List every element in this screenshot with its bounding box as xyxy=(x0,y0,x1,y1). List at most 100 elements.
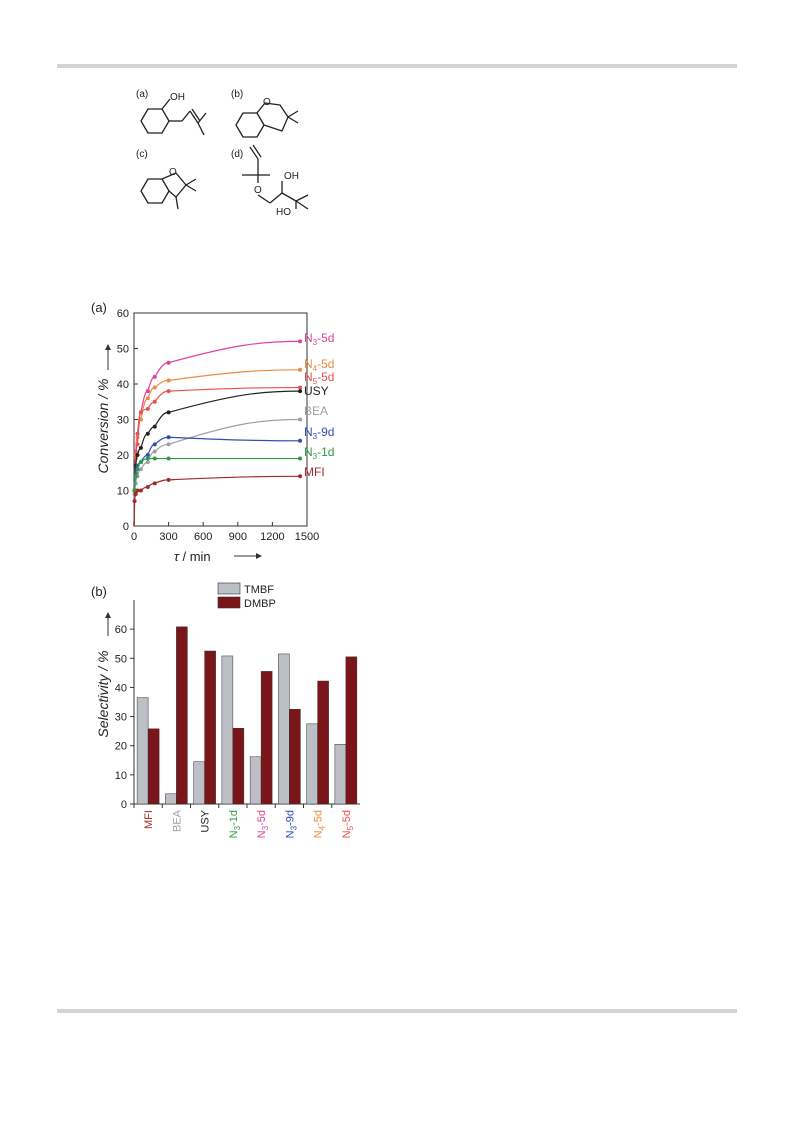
category-label-main: N xyxy=(256,830,268,838)
y-tick-label-a: 0 xyxy=(123,521,129,533)
top-rule xyxy=(57,64,737,68)
bar-dmbp xyxy=(260,671,273,805)
legend-label-tmbf: TMBF xyxy=(244,584,274,596)
x-tick-label-a: 1500 xyxy=(295,531,319,543)
category-label: N4-5d xyxy=(313,810,327,838)
series-point-4 xyxy=(166,442,171,447)
y-axis-arrowhead-a xyxy=(105,344,111,350)
category-label-sub: 5 xyxy=(346,825,355,830)
category-label-main: BEA xyxy=(171,809,183,832)
category-label: N3-1d xyxy=(228,810,242,838)
series-point-5 xyxy=(145,453,150,457)
category-label: USY xyxy=(200,809,212,832)
series-point-2 xyxy=(166,389,171,394)
series-curve-4 xyxy=(133,418,301,527)
bar-dmbp xyxy=(176,626,188,805)
structure-c-label: (c) xyxy=(136,149,148,160)
series-label-main: N xyxy=(304,425,313,439)
y-tick-label-b: 10 xyxy=(115,770,127,782)
bar-dmbp xyxy=(289,709,301,805)
series-label-1: N4-5d xyxy=(304,357,334,373)
structure-c-oxygen: O xyxy=(169,167,177,178)
series-point-3 xyxy=(298,389,303,394)
y-tick-label-a: 60 xyxy=(117,308,129,320)
y-tick-label-b: 40 xyxy=(115,682,127,694)
series-point-6 xyxy=(145,456,150,461)
bar-dmbp xyxy=(204,650,216,805)
series-label-sub: 3 xyxy=(313,452,318,461)
category-label-tail: -1d xyxy=(228,810,240,826)
x-axis-symbol-a: τ xyxy=(174,549,180,564)
series-point-4 xyxy=(152,449,157,454)
series-label-7: MFI xyxy=(304,465,325,479)
series-point-6 xyxy=(135,467,140,472)
x-axis-arrowhead-a xyxy=(256,553,262,559)
y-tick-label-b: 0 xyxy=(121,799,127,811)
series-label-tail: -5d xyxy=(317,370,334,384)
structure-c-ring xyxy=(140,178,170,204)
category-label-sub: 3 xyxy=(261,825,270,830)
series-label-3: USY xyxy=(304,384,329,398)
series-point-1 xyxy=(145,396,150,401)
series-point-2 xyxy=(145,406,150,411)
series-point-5 xyxy=(298,438,303,443)
series-label-6: N3-1d xyxy=(304,445,334,461)
series-point-4 xyxy=(298,417,303,422)
series-point-7 xyxy=(138,488,143,493)
structure-a-ring xyxy=(140,108,170,134)
y-tick-label-a: 20 xyxy=(117,450,129,462)
series-point-5 xyxy=(166,435,171,440)
series-point-2 xyxy=(298,385,303,390)
category-label-main: N xyxy=(228,830,240,838)
series-label-tail: -5d xyxy=(317,331,334,345)
structure-d-oh: OH xyxy=(284,171,299,182)
category-label: BEA xyxy=(171,809,183,832)
series-label-main: N xyxy=(304,370,313,384)
series-point-0 xyxy=(152,374,157,379)
structure-d-label: (d) xyxy=(231,149,243,160)
bottom-rule xyxy=(57,1009,737,1013)
series-point-3 xyxy=(138,445,143,450)
category-label-tail: -5d xyxy=(313,810,325,826)
series-label-main: MFI xyxy=(304,465,325,479)
series-point-1 xyxy=(166,378,171,383)
structure-a-oh: OH xyxy=(170,92,185,103)
series-point-6 xyxy=(166,456,171,461)
conversion-chart: (a) 0 300 600 900 1200 1500 0 10 20 30 40 50 60 τ / mi… xyxy=(91,300,334,564)
selectivity-chart: (b) TMBF DMBP 0 10 20 30 40 50 60 Selectivity / % M… xyxy=(91,582,360,838)
series-point-7 xyxy=(152,481,157,486)
series-point-3 xyxy=(152,424,157,429)
series-point-4 xyxy=(145,460,150,465)
series-point-6 xyxy=(138,460,143,465)
series-point-7 xyxy=(133,492,138,497)
category-label: N3-5d xyxy=(256,810,270,838)
legend-swatch-tmbf xyxy=(217,582,241,595)
category-label-main: MFI xyxy=(143,810,155,829)
y-axis-arrowhead-b xyxy=(105,612,111,618)
structure-d-oxygen: O xyxy=(254,185,262,196)
category-label-tail: -9d xyxy=(284,810,296,826)
bar-tmbf xyxy=(334,744,347,805)
series-label-tail: -5d xyxy=(317,357,334,371)
bar-dmbp xyxy=(317,680,329,805)
bar-tmbf xyxy=(221,655,234,805)
category-label-sub: 4 xyxy=(318,825,327,830)
y-tick-label-a: 10 xyxy=(117,486,129,498)
category-label-main: N xyxy=(341,830,353,838)
series-label-tail: -9d xyxy=(317,425,334,439)
series-point-1 xyxy=(152,385,157,390)
structure-d-ho: HO xyxy=(276,207,291,218)
bar-dmbp xyxy=(232,727,245,805)
series-point-2 xyxy=(135,442,140,447)
bar-tmbf xyxy=(136,697,149,805)
x-axis-label-a: τ / min xyxy=(174,549,211,564)
x-tick-label-a: 300 xyxy=(159,531,177,543)
category-label-tail: -5d xyxy=(256,810,268,826)
legend-label-dmbp: DMBP xyxy=(244,598,276,610)
series-curve-6 xyxy=(133,457,301,527)
category-label: MFI xyxy=(143,810,155,829)
y-tick-label-a: 40 xyxy=(117,379,129,391)
panel-label-b: (b) xyxy=(91,584,107,599)
series-point-7 xyxy=(145,484,150,489)
series-point-2 xyxy=(152,399,157,404)
